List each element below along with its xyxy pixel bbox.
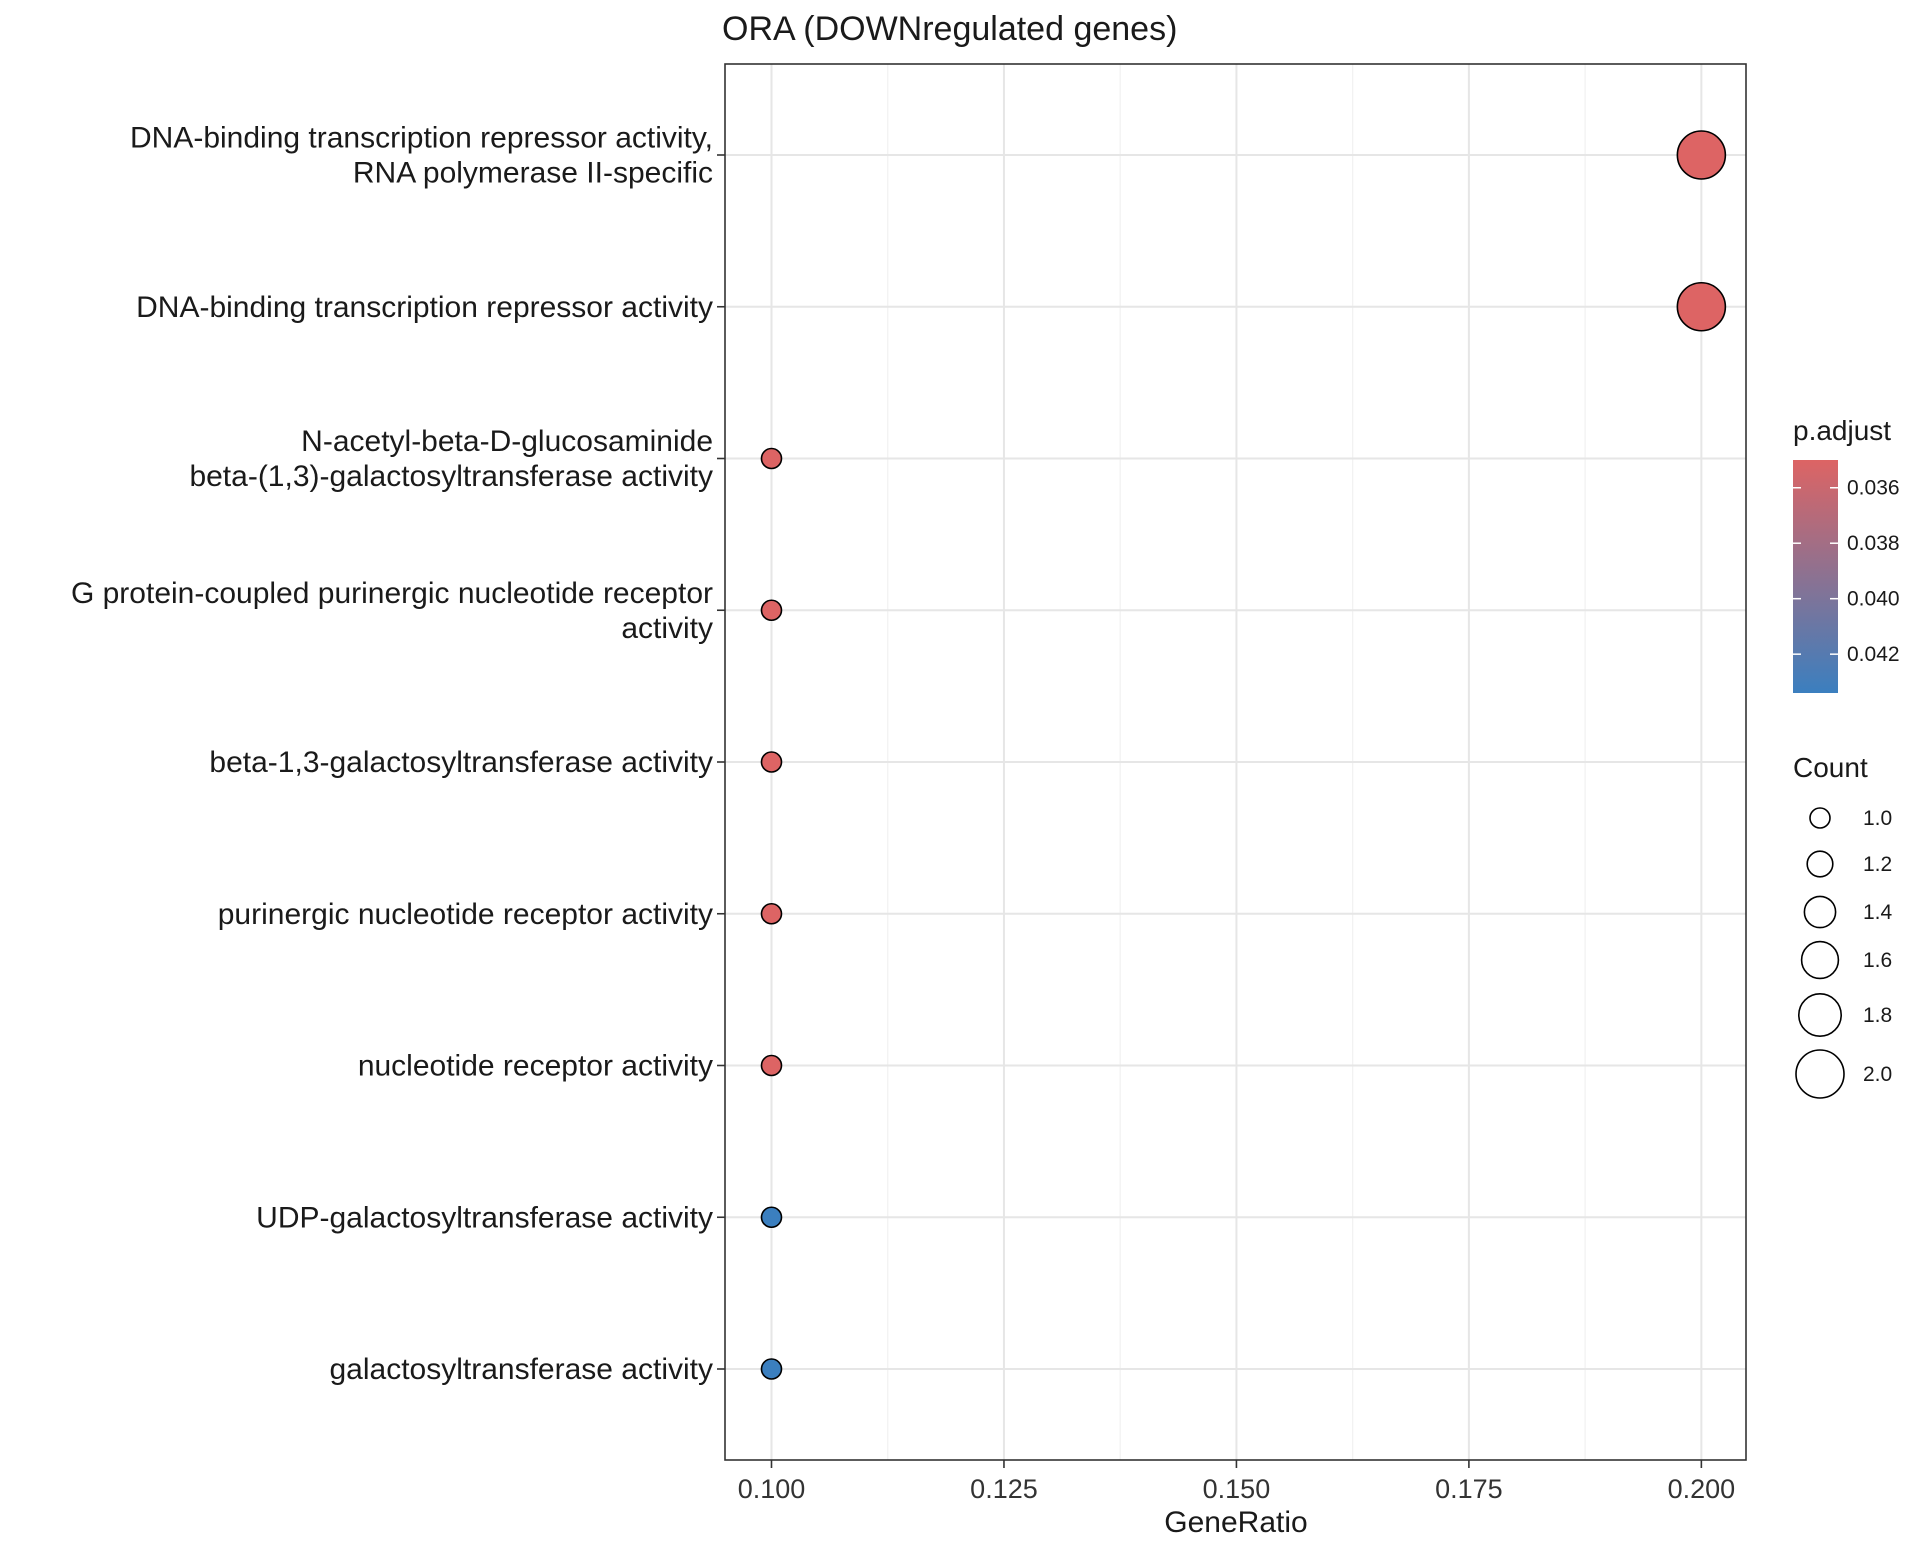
data-point (760, 447, 783, 470)
size-legend-label: 1.8 (1863, 1004, 1892, 1027)
y-tick-label: purinergic nucleotide receptor activity (218, 898, 713, 931)
x-axis: 0.100 0.125 0.150 0.175 0.200 (738, 1460, 1735, 1504)
color-legend-tick-label: 0.040 (1847, 588, 1900, 611)
y-tick-label: galactosyltransferase activity (330, 1353, 714, 1386)
size-legend-items: 1.0 1.2 1.4 1.6 1.8 2.0 (1795, 807, 1893, 1099)
size-legend-label: 1.6 (1863, 949, 1892, 972)
y-tick-label: UDP-galactosyltransferase activity (256, 1201, 713, 1234)
data-point (760, 1206, 783, 1229)
size-legend: Count 1.0 1.2 1.4 1.6 1.8 2.0 (1793, 752, 1893, 1099)
y-axis: DNA-binding transcription repressor acti… (71, 122, 725, 1386)
color-legend-tick-label: 0.036 (1847, 477, 1900, 500)
data-point (760, 902, 783, 925)
data-point (760, 1054, 783, 1077)
y-tick-label: beta-1,3-galactosyltransferase activity (209, 746, 713, 779)
color-legend-title: p.adjust (1793, 415, 1891, 446)
x-tick-label: 0.100 (738, 1474, 806, 1504)
x-tick-label: 0.150 (1203, 1474, 1271, 1504)
y-tick-label: DNA-binding transcription repressor acti… (136, 291, 713, 324)
color-legend-ticks: 0.036 0.038 0.040 0.042 (1793, 477, 1900, 666)
size-legend-label: 1.4 (1863, 901, 1893, 924)
size-legend-title: Count (1793, 752, 1868, 783)
chart-title: ORA (DOWNregulated genes) (722, 10, 1177, 48)
size-legend-key (1800, 940, 1840, 980)
y-tick-label: nucleotide receptor activity (358, 1050, 713, 1083)
data-point (760, 599, 783, 622)
size-legend-key (1795, 1049, 1845, 1099)
data-point (1676, 281, 1727, 332)
data-point (760, 1358, 783, 1380)
color-legend-tick-label: 0.042 (1847, 643, 1900, 666)
y-tick-label: DNA-binding transcription repressor acti… (130, 122, 713, 190)
size-legend-key (1803, 895, 1837, 929)
x-tick-label: 0.200 (1668, 1474, 1736, 1504)
size-legend-key (1809, 807, 1831, 829)
size-legend-label: 2.0 (1863, 1063, 1892, 1086)
size-legend-key (1798, 992, 1843, 1037)
size-legend-label: 1.0 (1863, 807, 1892, 830)
points-layer (760, 130, 1727, 1380)
x-tick-label: 0.125 (970, 1474, 1038, 1504)
data-point (760, 751, 783, 773)
size-legend-label: 1.2 (1863, 853, 1892, 876)
y-tick-label: G protein-coupled purinergic nucleotide … (71, 577, 713, 645)
color-legend-tick-label: 0.038 (1847, 532, 1900, 555)
y-tick-label: N-acetyl-beta-D-glucosaminide beta-(1,3)-… (189, 425, 713, 493)
color-legend: p.adjust 0.036 0.038 0.040 0.042 (1793, 415, 1900, 693)
x-tick-label: 0.175 (1435, 1474, 1503, 1504)
data-point (1676, 130, 1727, 180)
x-axis-label: GeneRatio (1164, 1506, 1307, 1536)
size-legend-key (1806, 850, 1834, 878)
color-legend-bar (1793, 460, 1838, 693)
